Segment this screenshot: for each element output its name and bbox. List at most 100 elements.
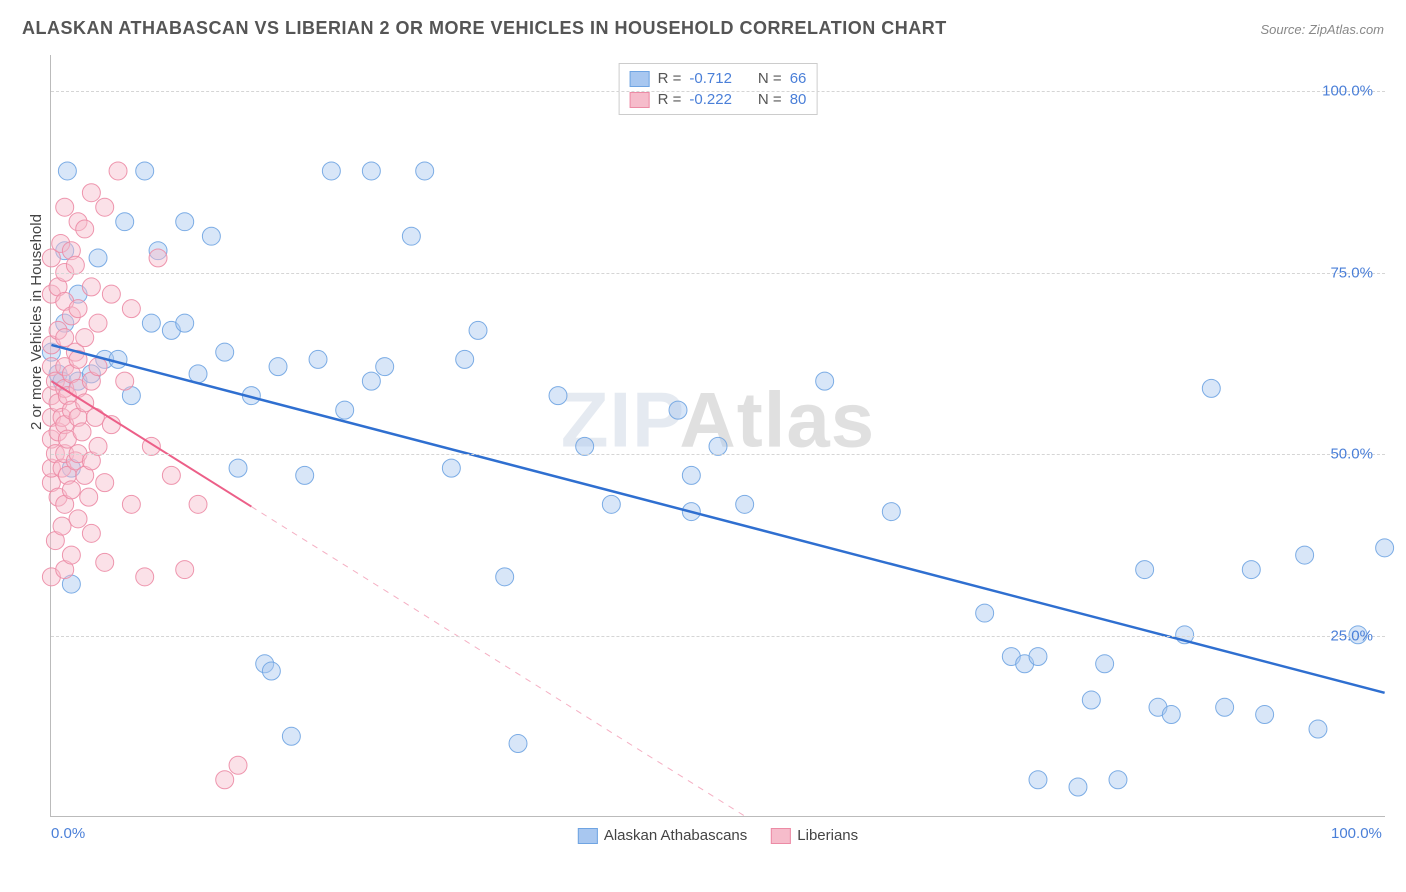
- data-point: [89, 314, 107, 332]
- data-point: [76, 220, 94, 238]
- legend-n-value: 80: [790, 91, 807, 108]
- data-point: [1029, 648, 1047, 666]
- data-point: [402, 227, 420, 245]
- gridline: [51, 91, 1385, 92]
- data-point: [136, 162, 154, 180]
- y-tick-label: 25.0%: [1330, 627, 1373, 644]
- y-tick-label: 50.0%: [1330, 446, 1373, 463]
- data-point: [682, 466, 700, 484]
- data-point: [1109, 771, 1127, 789]
- data-point: [89, 358, 107, 376]
- data-point: [142, 314, 160, 332]
- legend-n-value: 66: [790, 70, 807, 87]
- correlation-legend: R = -0.712 N = 66 R = -0.222 N = 80: [619, 63, 818, 115]
- data-point: [362, 372, 380, 390]
- data-point: [1069, 778, 1087, 796]
- data-point: [816, 372, 834, 390]
- legend-r-value: -0.712: [689, 70, 732, 87]
- data-point: [116, 372, 134, 390]
- data-point: [122, 495, 140, 513]
- data-point: [1216, 698, 1234, 716]
- data-point: [549, 387, 567, 405]
- regression-line-extrapolated: [251, 507, 744, 816]
- data-point: [96, 474, 114, 492]
- data-point: [1096, 655, 1114, 673]
- legend-row: R = -0.712 N = 66: [630, 68, 807, 89]
- legend-swatch: [578, 828, 598, 844]
- data-point: [82, 524, 100, 542]
- legend-n-label: N =: [758, 70, 782, 87]
- data-point: [96, 198, 114, 216]
- data-point: [89, 437, 107, 455]
- legend-item: Alaskan Athabascans: [578, 827, 747, 844]
- y-tick-label: 75.0%: [1330, 264, 1373, 281]
- data-point: [602, 495, 620, 513]
- data-point: [269, 358, 287, 376]
- data-point: [262, 662, 280, 680]
- data-point: [1296, 546, 1314, 564]
- data-point: [56, 198, 74, 216]
- series-legend: Alaskan Athabascans Liberians: [578, 827, 858, 844]
- data-point: [296, 466, 314, 484]
- legend-series-name: Alaskan Athabascans: [604, 827, 747, 844]
- x-tick-label: 100.0%: [1331, 825, 1382, 842]
- data-point: [89, 249, 107, 267]
- data-point: [282, 727, 300, 745]
- legend-r-label: R =: [658, 91, 682, 108]
- data-point: [189, 495, 207, 513]
- data-point: [1136, 561, 1154, 579]
- data-point: [229, 459, 247, 477]
- data-point: [1256, 706, 1274, 724]
- data-point: [882, 503, 900, 521]
- data-point: [576, 437, 594, 455]
- data-point: [442, 459, 460, 477]
- data-point: [189, 365, 207, 383]
- data-point: [66, 256, 84, 274]
- data-point: [669, 401, 687, 419]
- data-point: [496, 568, 514, 586]
- data-point: [116, 213, 134, 231]
- data-point: [58, 162, 76, 180]
- regression-line: [51, 381, 251, 506]
- data-point: [736, 495, 754, 513]
- data-point: [80, 488, 98, 506]
- data-point: [109, 162, 127, 180]
- data-point: [69, 510, 87, 528]
- data-point: [509, 735, 527, 753]
- legend-swatch: [630, 92, 650, 108]
- data-point: [322, 162, 340, 180]
- gridline: [51, 273, 1385, 274]
- data-point: [176, 213, 194, 231]
- data-point: [1376, 539, 1394, 557]
- data-point: [1082, 691, 1100, 709]
- data-point: [469, 321, 487, 339]
- data-point: [1202, 379, 1220, 397]
- legend-r-label: R =: [658, 70, 682, 87]
- regression-line: [51, 345, 1384, 693]
- data-point: [456, 350, 474, 368]
- data-point: [176, 314, 194, 332]
- source-attribution: Source: ZipAtlas.com: [1260, 22, 1384, 37]
- scatter-svg: [51, 55, 1385, 816]
- data-point: [86, 408, 104, 426]
- chart-title: ALASKAN ATHABASCAN VS LIBERIAN 2 OR MORE…: [22, 18, 947, 39]
- data-point: [76, 329, 94, 347]
- data-point: [82, 184, 100, 202]
- data-point: [336, 401, 354, 419]
- data-point: [62, 481, 80, 499]
- data-point: [229, 756, 247, 774]
- data-point: [136, 568, 154, 586]
- data-point: [73, 423, 91, 441]
- data-point: [162, 466, 180, 484]
- data-point: [62, 546, 80, 564]
- legend-r-value: -0.222: [689, 91, 732, 108]
- data-point: [1029, 771, 1047, 789]
- x-tick-label: 0.0%: [51, 825, 85, 842]
- data-point: [122, 300, 140, 318]
- data-point: [309, 350, 327, 368]
- data-point: [53, 517, 71, 535]
- data-point: [1242, 561, 1260, 579]
- data-point: [376, 358, 394, 376]
- data-point: [96, 553, 114, 571]
- legend-series-name: Liberians: [797, 827, 858, 844]
